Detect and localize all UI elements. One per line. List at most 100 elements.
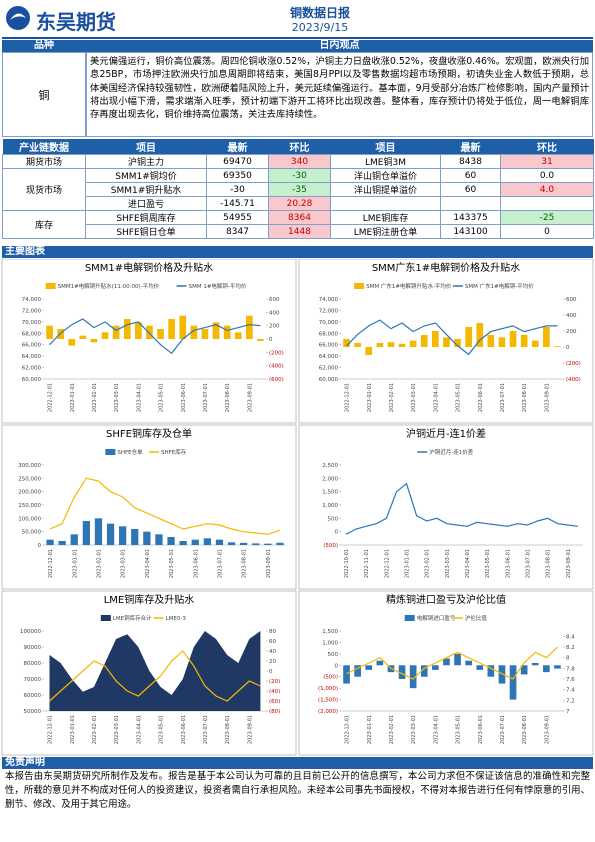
bar — [240, 542, 248, 545]
y-tick-label: 50000 — [24, 709, 42, 715]
bar — [354, 343, 361, 347]
x-tick-label: 2023-03-01 — [114, 383, 120, 412]
legend-label: SMM 广东1#电解铜-平均价 — [465, 282, 534, 290]
view-header-cell: 品种 — [34, 40, 54, 51]
y2-tick-label: (200) — [566, 361, 581, 367]
bar — [365, 347, 373, 355]
y-tick-label: 0 — [335, 663, 339, 669]
y2-tick-label: 400 — [566, 313, 577, 319]
item-cell: 沪铜主力 — [85, 154, 207, 169]
y-tick-label: 66,000 — [319, 343, 339, 349]
y2-tick-label: 7.6 — [566, 677, 575, 683]
x-tick-label: 2022-11-01 — [364, 549, 370, 578]
legend-swatch — [354, 283, 365, 289]
table-row: SMM1#铜升贴水 -30 -35 洋山铜提单溢价 60 4.0 — [3, 182, 594, 197]
x-tick-label: 2023-01-01 — [405, 549, 411, 578]
legend-swatch — [404, 615, 415, 621]
x-tick-label: 2023-05-01 — [159, 383, 165, 412]
x-tick-label: 2022-12-01 — [48, 383, 54, 412]
bar — [68, 339, 76, 346]
bar — [203, 538, 211, 545]
y2-tick-label: (40) — [269, 689, 280, 695]
chart-title: SHFE铜库存及仓单 — [106, 427, 192, 440]
table-row: 期货市场 沪铜主力 69470 340 LME铜3M 8438 31 — [2, 154, 594, 169]
bar — [520, 665, 528, 675]
value-cell: 8364 — [268, 210, 331, 225]
x-tick-label: 2023-07-01 — [203, 383, 209, 412]
value-cell: 8347 — [206, 224, 269, 239]
line — [345, 482, 579, 535]
chart-panel — [298, 424, 594, 590]
y-tick-label: 72,000 — [319, 308, 339, 314]
table-row: 库存 SHFE铜周库存 54955 8364 LME铜库存 143375 -25 — [2, 210, 594, 239]
x-tick-label: 2023-01-01 — [367, 383, 373, 412]
bar — [531, 663, 539, 666]
y2-tick-label: 8.4 — [566, 634, 575, 640]
bar — [168, 319, 175, 339]
x-tick-label: 2023-03-01 — [445, 549, 451, 578]
x-tick-label: 2023-09-01 — [544, 715, 550, 744]
legend-label: SMM 广东1#电解铜升贴水-平均价 — [366, 282, 452, 290]
y-tick-label: (500) — [323, 675, 338, 681]
y-tick-label: 70000 — [24, 677, 42, 683]
x-tick-label: 2023-06-01 — [193, 549, 199, 578]
bar — [376, 660, 384, 666]
value-cell: -25 — [500, 210, 594, 225]
y2-tick-label: 600 — [566, 297, 577, 303]
line — [49, 477, 281, 535]
y-tick-label: 500 — [328, 516, 339, 522]
value-cell: 0.0 — [500, 168, 594, 183]
y-tick-label: 60,000 — [319, 377, 339, 383]
item-cell: 洋山铜仓单溢价 — [330, 168, 441, 183]
bar — [543, 665, 550, 673]
value-cell: -30 — [268, 168, 331, 183]
chart-title: 精炼铜进口盈亏及沪伦比值 — [386, 593, 506, 606]
y-tick-label: 50,000 — [22, 530, 42, 536]
bar — [101, 332, 109, 339]
x-tick-label: 2023-09-01 — [247, 715, 253, 744]
bar — [246, 315, 253, 339]
value-cell: 4.0 — [500, 182, 594, 197]
legend-label: SHFE仓单 — [117, 448, 143, 456]
x-tick-label: 2023-06-01 — [505, 549, 511, 578]
x-tick-label: 2023-07-01 — [203, 715, 209, 744]
x-tick-label: 2022-12-01 — [345, 383, 351, 412]
item-cell: 进口盈亏 — [85, 196, 207, 211]
table-header-cell: 环比 — [268, 139, 331, 155]
y-tick-label: 70,000 — [319, 320, 339, 326]
y2-tick-label: (60) — [269, 699, 280, 705]
x-tick-label: 2023-09-01 — [247, 383, 253, 412]
x-tick-label: 2023-04-01 — [433, 383, 439, 412]
bar — [409, 340, 417, 347]
y-tick-label: 72,000 — [22, 308, 42, 314]
data-table-wrap: 产业链数据 项目 最新 环比 项目 最新 环比 期货市场 沪铜主力 69470 340 LME铜3M 8… — [2, 139, 594, 239]
bar — [365, 665, 373, 670]
y-tick-label: (1,000) — [318, 686, 338, 692]
y-tick-label: 90000 — [24, 645, 42, 651]
variety: 铜 — [2, 52, 86, 137]
value-cell: 31 — [500, 154, 594, 169]
y2-tick-label: 7 — [566, 709, 570, 715]
bar — [509, 331, 517, 347]
y-tick-label: 66,000 — [22, 343, 42, 349]
y-tick-label: 1,500 — [322, 629, 338, 635]
bar — [234, 332, 242, 339]
x-tick-label: 2023-08-01 — [225, 383, 231, 412]
bar — [554, 665, 561, 669]
x-tick-label: 2023-01-01 — [70, 383, 76, 412]
y2-tick-label: 7.2 — [566, 698, 575, 704]
bar — [46, 539, 54, 545]
bar — [520, 335, 528, 347]
value-cell: 143375 — [440, 210, 501, 225]
y-tick-label: 68,000 — [22, 331, 42, 337]
y-tick-label: 1,500 — [322, 490, 338, 496]
area — [49, 631, 261, 711]
y2-tick-label: 80 — [269, 629, 276, 635]
y2-tick-label: (400) — [566, 377, 581, 383]
bar — [476, 665, 484, 670]
y2-tick-label: 0 — [269, 669, 273, 675]
bar — [420, 665, 428, 677]
bar — [420, 335, 428, 347]
bar — [531, 340, 539, 347]
bar — [454, 653, 461, 666]
